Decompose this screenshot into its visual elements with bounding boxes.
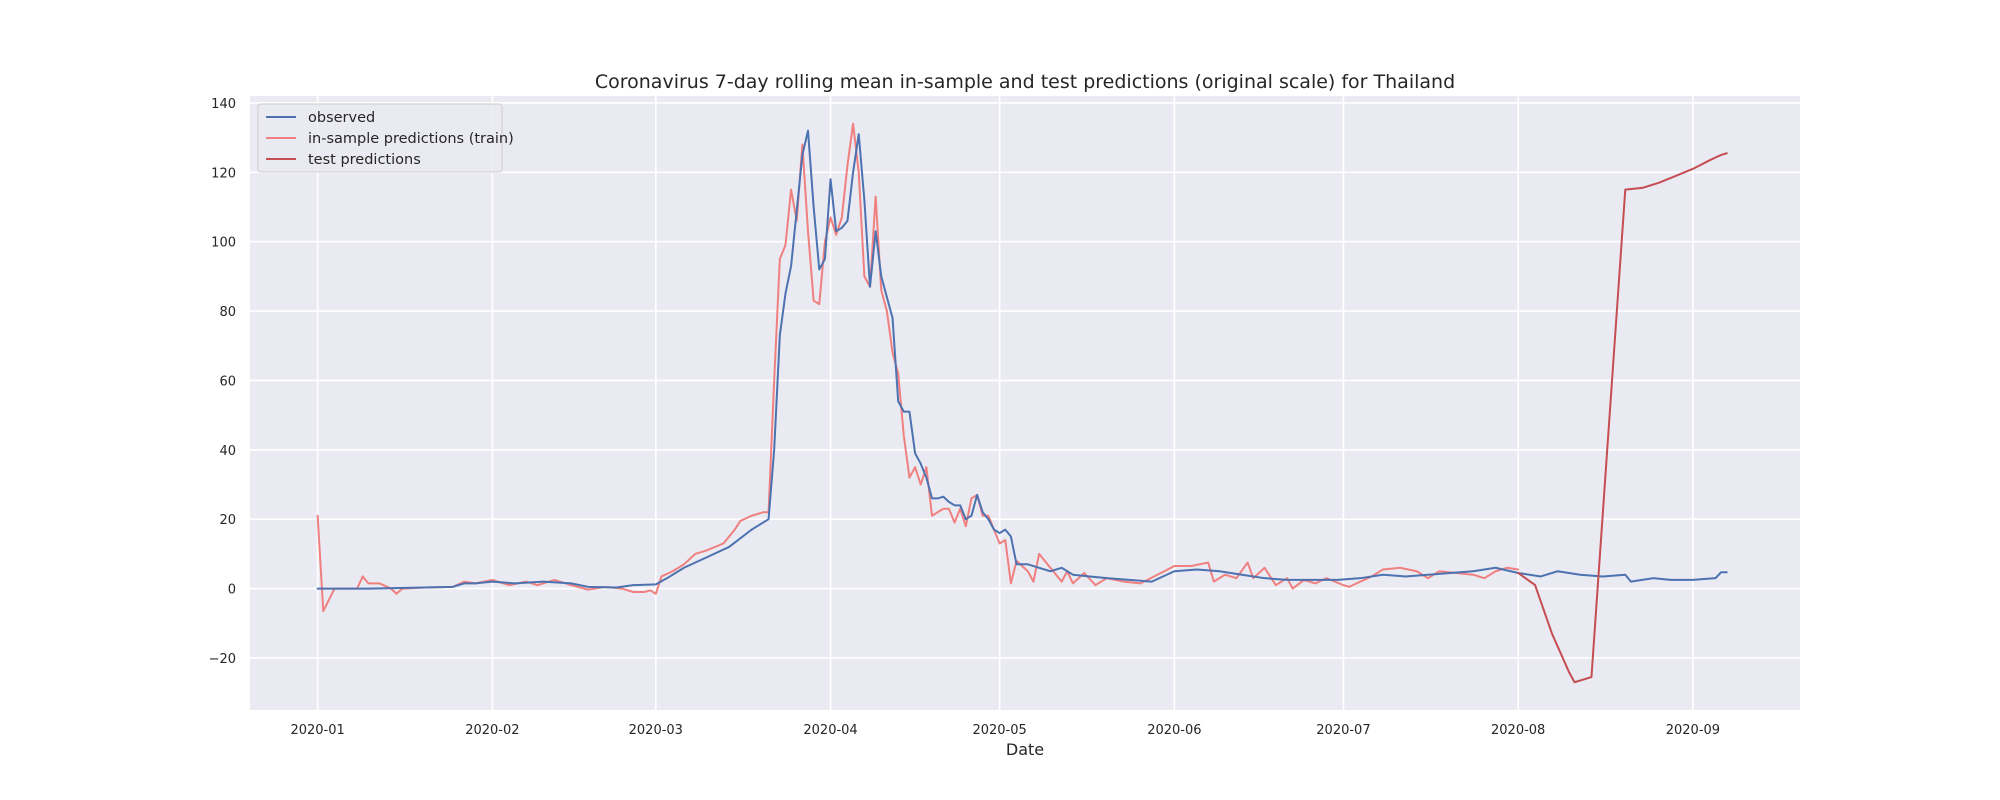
series-layer (316, 122, 1728, 684)
x-tick-label: 2020-05 (972, 723, 1026, 738)
legend: observed in-sample predictions (train) tes… (257, 103, 514, 173)
x-tick-labels: 2020-01 2020-02 2020-03 2020-04 2020-05 2020-… (290, 723, 1720, 738)
y-tick-label: 140 (211, 97, 236, 112)
x-tick-label: 2020-06 (1147, 723, 1201, 738)
y-tick-label: 100 (211, 236, 236, 251)
chart-title: Coronavirus 7-day rolling mean in-sample… (595, 71, 1455, 93)
series-line-test-predictions (1517, 152, 1728, 684)
series-line-observed (316, 129, 1728, 590)
y-tick-label: 120 (211, 166, 236, 181)
x-tick-label: 2020-08 (1491, 723, 1545, 738)
y-tick-label: 0 (228, 583, 236, 598)
y-tick-label: 20 (219, 513, 236, 528)
x-axis-label: Date (1006, 740, 1044, 759)
x-tick-label: 2020-01 (290, 723, 344, 738)
y-tick-label: 80 (219, 305, 236, 320)
y-tick-label: 60 (219, 374, 236, 389)
x-tick-label: 2020-02 (465, 723, 519, 738)
x-tick-label: 2020-09 (1666, 723, 1720, 738)
y-tick-label: 40 (219, 444, 236, 459)
x-tick-label: 2020-04 (803, 723, 857, 738)
legend-entry: observed (308, 110, 375, 126)
plot-area (250, 96, 1800, 710)
x-tick-label: 2020-07 (1316, 723, 1370, 738)
legend-box (257, 103, 503, 173)
legend-entry: test predictions (308, 152, 421, 168)
y-tick-labels: −20 0 20 40 60 80 100 120 140 (209, 97, 236, 667)
grid-lines (250, 96, 1800, 710)
y-tick-label: −20 (209, 652, 236, 667)
x-tick-label: 2020-03 (629, 723, 683, 738)
legend-entry: in-sample predictions (train) (308, 131, 514, 147)
